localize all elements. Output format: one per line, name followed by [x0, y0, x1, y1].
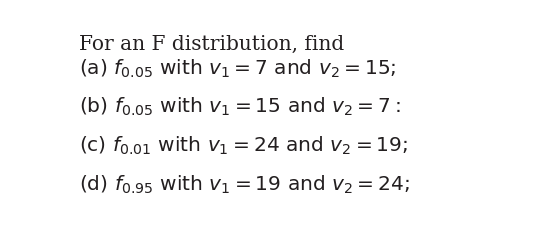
Text: $\mathrm{(d)}\ f_{0.95}\ \mathrm{with}\ v_1 = 19\ \mathrm{and}\ v_2 = 24;$: $\mathrm{(d)}\ f_{0.95}\ \mathrm{with}\ …	[79, 174, 410, 196]
Text: $\mathrm{(a)}\ f_{0.05}\ \mathrm{with}\ v_1 = 7\ \mathrm{and}\ v_2 = 15;$: $\mathrm{(a)}\ f_{0.05}\ \mathrm{with}\ …	[79, 57, 397, 80]
Text: $\mathrm{(b)}\ f_{0.05}\ \mathrm{with}\ v_1 = 15\ \mathrm{and}\ v_2 = 7:$: $\mathrm{(b)}\ f_{0.05}\ \mathrm{with}\ …	[79, 96, 401, 118]
Text: $\mathrm{(c)}\ f_{0.01}\ \mathrm{with}\ v_1 = 24\ \mathrm{and}\ v_2 = 19;$: $\mathrm{(c)}\ f_{0.01}\ \mathrm{with}\ …	[79, 134, 408, 157]
Text: For an F distribution, find: For an F distribution, find	[79, 35, 344, 54]
